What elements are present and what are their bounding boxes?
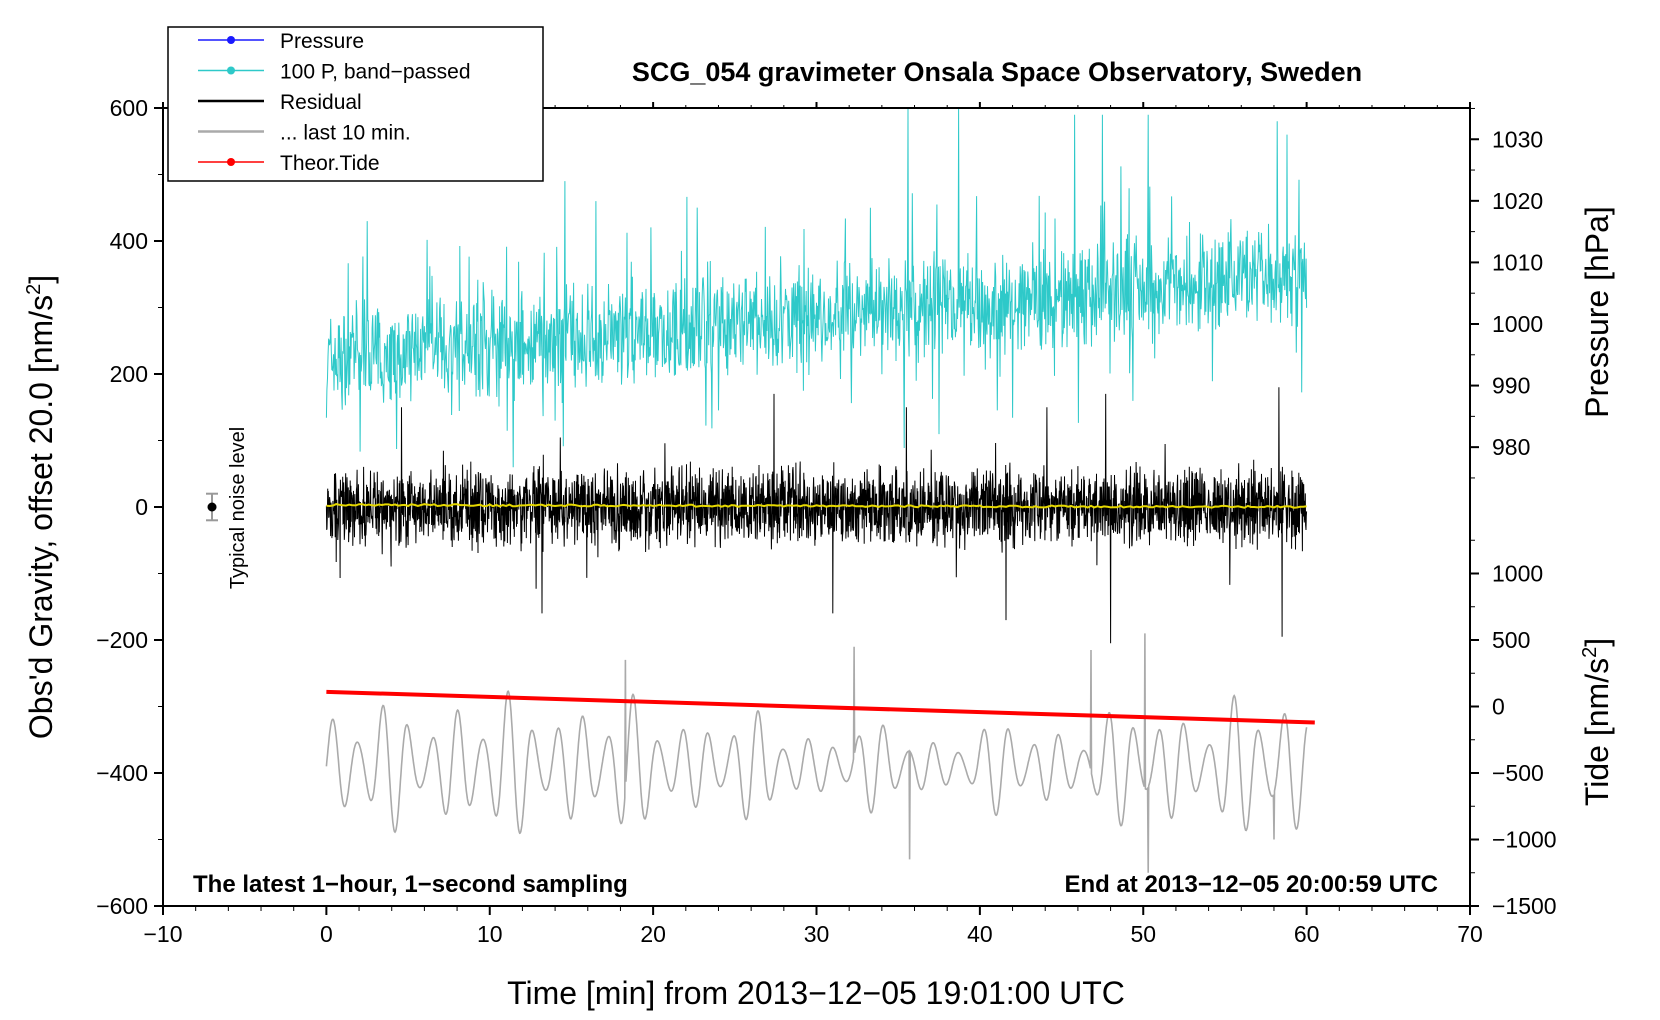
legend-swatch-marker [227, 36, 235, 44]
x-tick-label: 10 [477, 921, 503, 947]
x-tick-label: 50 [1130, 921, 1156, 947]
tide-tick-label: −500 [1492, 760, 1544, 786]
y-tick-label: 400 [110, 228, 148, 254]
pressure-tick-label: 1030 [1492, 126, 1543, 152]
pressure-tick-label: 1000 [1492, 311, 1543, 337]
ticks-layer: −10 0 10 20 30 40 50 60 706004002000−200−400−600… [96, 95, 1556, 947]
y-axis-title-tide: Tide [nm/s2] [1579, 638, 1615, 806]
tide-tick-label: 500 [1492, 627, 1530, 653]
y-tick-label: 600 [110, 95, 148, 121]
legend-label: Residual [280, 91, 362, 114]
series-layer [325, 107, 1315, 873]
legend-box [167, 26, 544, 182]
legend-label: ... last 10 min. [280, 122, 411, 145]
chart-title: SCG_054 gravimeter Onsala Space Observat… [632, 57, 1362, 87]
annotation-sampling: The latest 1−hour, 1−second sampling [193, 871, 628, 898]
y-tick-label: −400 [96, 760, 148, 786]
legend-label: Theor.Tide [280, 152, 380, 175]
x-tick-label: −10 [143, 921, 182, 947]
y-tick-label: 200 [110, 361, 148, 387]
x-tick-label: 20 [640, 921, 666, 947]
legend-label: Pressure [280, 30, 364, 53]
tide-tick-label: 0 [1492, 694, 1505, 720]
y-tick-label: 0 [135, 494, 148, 520]
tide-tick-label: −1000 [1492, 827, 1557, 853]
noise-level-label: Typical noise level [227, 427, 249, 589]
pressure-tick-label: 1020 [1492, 188, 1543, 214]
tide-tick-label: 1000 [1492, 561, 1543, 587]
legend-swatch-marker [227, 66, 235, 75]
x-tick-label: 30 [804, 921, 830, 947]
y-axis-title-pressure: Pressure [hPa] [1579, 206, 1615, 418]
x-axis-title: Time [min] from 2013−12−05 19:01:00 UTC [507, 975, 1125, 1011]
y-axis-title-tide-sup: 2 [1579, 647, 1601, 658]
y-axis-title-left-close: ] [23, 275, 59, 284]
series-last-10-min [325, 633, 1308, 873]
legend: Pressure 100 P, band−passed Residual ... la… [167, 26, 544, 182]
y-axis-title-left-text: Obs'd Gravity, offset 20.0 [nm/s [23, 295, 59, 739]
legend-label: 100 P, band−passed [280, 61, 471, 84]
noise-level-marker [206, 492, 219, 522]
legend-swatch-marker [227, 158, 235, 166]
series-residual [325, 387, 1308, 644]
tide-tick-label: −1500 [1492, 893, 1557, 919]
x-tick-label: 60 [1294, 921, 1320, 947]
series-residual-mean [326, 503, 1307, 509]
y-axis-title-left: Obs'd Gravity, offset 20.0 [nm/s2] [23, 275, 59, 739]
pressure-tick-label: 1010 [1492, 249, 1543, 275]
series-band-passed-pressure [325, 107, 1308, 468]
y-axis-title-tide-close: ] [1579, 638, 1615, 647]
x-tick-label: 70 [1457, 921, 1483, 947]
pressure-tick-label: 990 [1492, 373, 1530, 399]
pressure-tick-label: 980 [1492, 434, 1530, 460]
x-tick-label: 0 [320, 921, 333, 947]
y-tick-label: −600 [96, 893, 148, 919]
y-axis-title-tide-text: Tide [nm/s [1579, 658, 1615, 806]
noise-point [207, 502, 217, 512]
y-axis-title-left-sup: 2 [23, 284, 45, 295]
annotation-end-time: End at 2013−12−05 20:00:59 UTC [1064, 871, 1438, 898]
series-theor-tide [326, 689, 1315, 725]
x-tick-label: 40 [967, 921, 993, 947]
y-tick-label: −200 [96, 627, 148, 653]
